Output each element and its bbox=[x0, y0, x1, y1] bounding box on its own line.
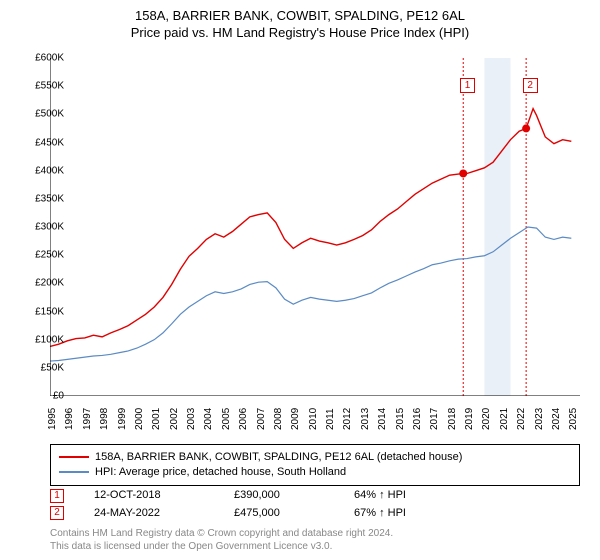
y-tick-label: £100K bbox=[35, 334, 64, 345]
x-tick-label: 2022 bbox=[516, 408, 527, 430]
x-tick-label: 1999 bbox=[117, 408, 128, 430]
footer-line-2: This data is licensed under the Open Gov… bbox=[50, 541, 393, 554]
marker-badge-1: 1 bbox=[50, 489, 64, 503]
x-tick-label: 2005 bbox=[221, 408, 232, 430]
x-tick-label: 2014 bbox=[377, 408, 388, 430]
marker-pct-2: 67% ↑ HPI bbox=[354, 505, 406, 523]
x-tick-label: 2020 bbox=[481, 408, 492, 430]
x-tick-label: 2018 bbox=[447, 408, 458, 430]
x-tick-label: 2023 bbox=[534, 408, 545, 430]
footer: Contains HM Land Registry data © Crown c… bbox=[50, 528, 393, 553]
x-tick-label: 1996 bbox=[64, 408, 75, 430]
legend-item-hpi: HPI: Average price, detached house, Sout… bbox=[59, 465, 571, 480]
chart-container: 158A, BARRIER BANK, COWBIT, SPALDING, PE… bbox=[0, 0, 600, 560]
x-tick-label: 2015 bbox=[395, 408, 406, 430]
x-tick-label: 1995 bbox=[47, 408, 58, 430]
chart-area: 12 bbox=[50, 58, 580, 396]
x-tick-label: 1997 bbox=[82, 408, 93, 430]
marker-date-2: 24-MAY-2022 bbox=[94, 505, 204, 523]
y-tick-label: £450K bbox=[35, 137, 64, 148]
y-tick-label: £600K bbox=[35, 53, 64, 64]
x-tick-label: 2008 bbox=[273, 408, 284, 430]
y-tick-label: £500K bbox=[35, 109, 64, 120]
title-line-2: Price paid vs. HM Land Registry's House … bbox=[0, 25, 600, 42]
y-tick-label: £400K bbox=[35, 165, 64, 176]
x-tick-label: 2004 bbox=[203, 408, 214, 430]
marker-row-2: 2 24-MAY-2022 £475,000 67% ↑ HPI bbox=[50, 505, 580, 523]
y-tick-label: £200K bbox=[35, 278, 64, 289]
marker-price-1: £390,000 bbox=[234, 487, 324, 505]
x-tick-label: 2001 bbox=[151, 408, 162, 430]
marker-badge-2: 2 bbox=[50, 506, 64, 520]
x-tick-label: 2024 bbox=[551, 408, 562, 430]
y-tick-label: £300K bbox=[35, 222, 64, 233]
x-tick-label: 2010 bbox=[308, 408, 319, 430]
x-tick-label: 2019 bbox=[464, 408, 475, 430]
legend-item-property: 158A, BARRIER BANK, COWBIT, SPALDING, PE… bbox=[59, 450, 571, 465]
chart-title: 158A, BARRIER BANK, COWBIT, SPALDING, PE… bbox=[0, 0, 600, 42]
x-tick-label: 2007 bbox=[256, 408, 267, 430]
footer-line-1: Contains HM Land Registry data © Crown c… bbox=[50, 528, 393, 541]
x-tick-label: 2003 bbox=[186, 408, 197, 430]
y-tick-label: £350K bbox=[35, 193, 64, 204]
y-tick-label: £0 bbox=[53, 391, 64, 402]
chart-callout: 1 bbox=[460, 78, 475, 93]
marker-price-2: £475,000 bbox=[234, 505, 324, 523]
x-tick-label: 2011 bbox=[325, 408, 336, 430]
marker-row-1: 1 12-OCT-2018 £390,000 64% ↑ HPI bbox=[50, 487, 580, 505]
x-tick-label: 2013 bbox=[360, 408, 371, 430]
legend: 158A, BARRIER BANK, COWBIT, SPALDING, PE… bbox=[50, 444, 580, 486]
x-tick-label: 2017 bbox=[429, 408, 440, 430]
x-tick-label: 2000 bbox=[134, 408, 145, 430]
chart-svg bbox=[50, 58, 580, 396]
title-line-1: 158A, BARRIER BANK, COWBIT, SPALDING, PE… bbox=[0, 8, 600, 25]
marker-pct-1: 64% ↑ HPI bbox=[354, 487, 406, 505]
x-tick-label: 2002 bbox=[169, 408, 180, 430]
y-tick-label: £550K bbox=[35, 81, 64, 92]
x-tick-label: 2006 bbox=[238, 408, 249, 430]
y-tick-label: £150K bbox=[35, 306, 64, 317]
x-tick-label: 2016 bbox=[412, 408, 423, 430]
y-tick-label: £50K bbox=[41, 362, 64, 373]
marker-date-1: 12-OCT-2018 bbox=[94, 487, 204, 505]
x-tick-label: 2025 bbox=[568, 408, 579, 430]
x-tick-label: 2021 bbox=[499, 408, 510, 430]
legend-swatch-hpi bbox=[59, 471, 89, 473]
marker-table: 1 12-OCT-2018 £390,000 64% ↑ HPI 2 24-MA… bbox=[50, 487, 580, 522]
chart-callout: 2 bbox=[523, 78, 538, 93]
x-tick-label: 2012 bbox=[342, 408, 353, 430]
legend-label-property: 158A, BARRIER BANK, COWBIT, SPALDING, PE… bbox=[95, 450, 462, 465]
legend-swatch-property bbox=[59, 456, 89, 458]
legend-label-hpi: HPI: Average price, detached house, Sout… bbox=[95, 465, 346, 480]
x-tick-label: 1998 bbox=[99, 408, 110, 430]
y-tick-label: £250K bbox=[35, 250, 64, 261]
x-tick-label: 2009 bbox=[290, 408, 301, 430]
